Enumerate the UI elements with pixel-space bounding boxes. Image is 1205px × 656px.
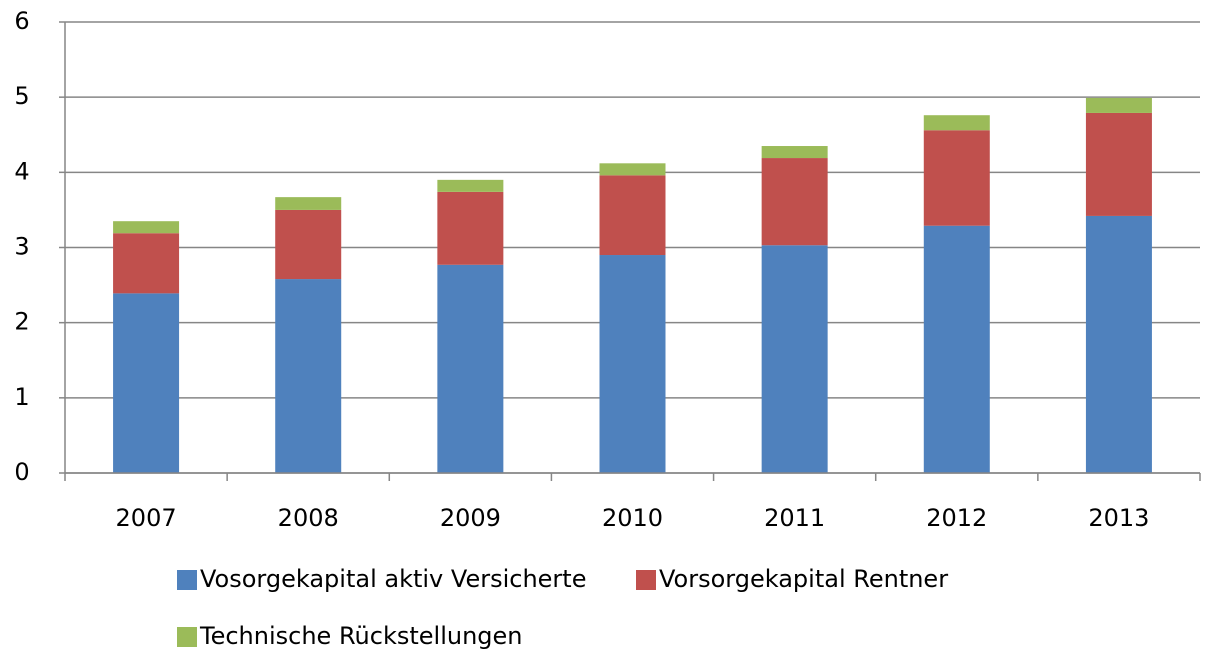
bar <box>923 130 990 226</box>
x-tick-label: 2011 <box>764 504 825 532</box>
x-tick-label: 2012 <box>926 504 987 532</box>
legend-swatch <box>177 570 197 590</box>
bar <box>275 279 342 473</box>
x-tick-label: 2009 <box>440 504 501 532</box>
x-tick-label: 2010 <box>602 504 663 532</box>
y-tick-label: 2 <box>14 308 29 336</box>
x-tick-label: 2013 <box>1088 504 1149 532</box>
bar <box>599 255 666 473</box>
bar <box>923 225 990 473</box>
x-tick-label: 2008 <box>278 504 339 532</box>
y-tick-label: 0 <box>14 458 29 486</box>
bar <box>437 264 504 473</box>
bar <box>923 115 990 131</box>
y-tick-label: 3 <box>14 233 29 261</box>
legend-swatch <box>177 627 197 647</box>
bar <box>761 158 828 246</box>
bar <box>275 209 342 280</box>
bar <box>113 221 180 234</box>
legend-swatch <box>636 570 656 590</box>
bar <box>437 191 504 265</box>
bar <box>599 163 666 176</box>
x-tick-label: 2007 <box>116 504 177 532</box>
y-tick-label: 6 <box>14 7 29 35</box>
bar <box>1085 112 1152 216</box>
bar <box>761 245 828 473</box>
bar <box>761 146 828 159</box>
y-tick-label: 1 <box>14 383 29 411</box>
bar <box>275 197 342 210</box>
bar <box>599 175 666 256</box>
y-tick-label: 5 <box>14 82 29 110</box>
y-tick-label: 4 <box>14 157 29 185</box>
legend-label: Technische Rückstellungen <box>199 622 523 650</box>
bar <box>1085 215 1152 473</box>
legend-label: Vosorgekapital aktiv Versicherte <box>200 565 586 593</box>
bar <box>113 293 180 473</box>
bar <box>113 233 180 294</box>
bar <box>437 179 504 192</box>
legend-label: Vorsorgekapital Rentner <box>659 565 948 593</box>
bar <box>1085 97 1152 113</box>
